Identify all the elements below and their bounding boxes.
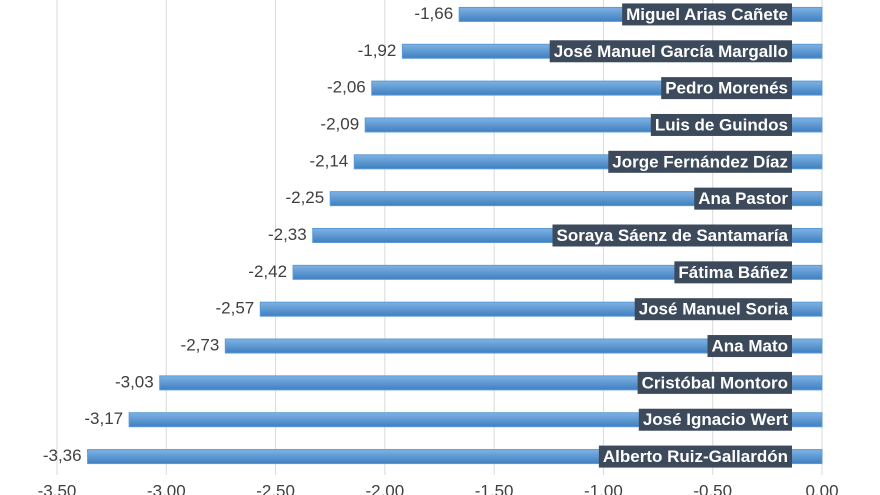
bar-name: Jorge Fernández Díaz bbox=[612, 152, 788, 171]
value-label: -1,66 bbox=[414, 4, 453, 23]
x-tick-label: -0,50 bbox=[693, 481, 732, 495]
x-tick-label: 0,00 bbox=[805, 481, 838, 495]
bar bbox=[224, 338, 823, 354]
x-tick-label: -1,00 bbox=[584, 481, 623, 495]
value-label: -2,25 bbox=[285, 188, 324, 207]
bar-name: José Manuel García Margallo bbox=[554, 42, 788, 61]
bar-name: Ana Pastor bbox=[698, 189, 788, 208]
x-tick-label: -3,00 bbox=[147, 481, 186, 495]
value-label: -2,09 bbox=[320, 114, 359, 133]
bar-name: Miguel Arias Cañete bbox=[626, 5, 788, 24]
name-box bbox=[674, 261, 792, 284]
value-label: -2,33 bbox=[268, 225, 307, 244]
bar-name: Soraya Sáenz de Santamaría bbox=[556, 226, 788, 245]
name-box bbox=[650, 113, 792, 136]
x-tick-label: -3,50 bbox=[38, 481, 77, 495]
name-box bbox=[634, 298, 792, 321]
name-box bbox=[707, 335, 792, 358]
bar-name: José Ignacio Wert bbox=[643, 410, 789, 429]
bar-name: José Manuel Soria bbox=[639, 300, 789, 319]
bar-name: Alberto Ruiz-Gallardón bbox=[603, 447, 788, 466]
bar-name: Luis de Guindos bbox=[655, 115, 788, 134]
value-label: -1,92 bbox=[358, 41, 397, 60]
value-label: -2,42 bbox=[248, 262, 287, 281]
value-label: -2,57 bbox=[216, 299, 255, 318]
name-box bbox=[637, 371, 792, 394]
value-label: -2,14 bbox=[310, 151, 349, 170]
x-tick-label: -2,50 bbox=[256, 481, 295, 495]
bar-name: Ana Mato bbox=[712, 337, 789, 356]
name-box bbox=[552, 224, 792, 247]
x-tick-label: -2,00 bbox=[365, 481, 404, 495]
bar-name: Fátima Báñez bbox=[678, 263, 788, 282]
name-box bbox=[694, 187, 792, 210]
bar-name: Cristóbal Montoro bbox=[642, 373, 788, 392]
name-box bbox=[608, 150, 792, 173]
name-box bbox=[622, 3, 792, 26]
name-box bbox=[661, 77, 792, 100]
x-tick-label: -1,50 bbox=[475, 481, 514, 495]
bar-name: Pedro Morenés bbox=[665, 79, 788, 98]
name-box bbox=[638, 408, 792, 431]
value-label: -3,17 bbox=[84, 409, 123, 428]
name-box bbox=[598, 445, 792, 468]
name-box bbox=[549, 40, 792, 63]
value-label: -3,03 bbox=[115, 372, 154, 391]
value-label: -2,06 bbox=[327, 78, 366, 97]
value-label: -3,36 bbox=[43, 446, 82, 465]
value-label: -2,73 bbox=[181, 336, 220, 355]
